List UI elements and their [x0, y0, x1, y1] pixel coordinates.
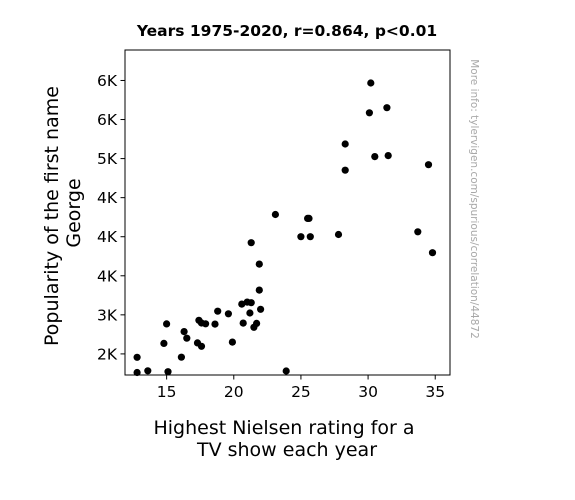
- data-points: [133, 79, 437, 377]
- data-point: [197, 342, 206, 350]
- data-point: [239, 319, 247, 327]
- y-axis-label-line-2: George: [63, 178, 85, 247]
- y-tick-label: 4K: [97, 189, 118, 207]
- data-point: [255, 260, 263, 268]
- data-point: [202, 320, 210, 328]
- data-point: [238, 300, 246, 308]
- data-point: [371, 153, 379, 161]
- y-axis-label-line-1: Popularity of the first name: [41, 86, 63, 346]
- data-point: [247, 299, 255, 307]
- data-point: [164, 368, 172, 376]
- y-tick-label: 2K: [97, 345, 118, 363]
- data-point: [160, 339, 168, 347]
- data-point: [247, 239, 255, 247]
- y-axis-label: Popularity of the first name George: [41, 80, 85, 346]
- x-tick-label: 20: [224, 383, 244, 401]
- data-point: [305, 214, 313, 222]
- plot-area: [124, 49, 451, 376]
- data-point: [180, 328, 188, 336]
- y-tick-label: 5K: [97, 150, 118, 168]
- y-tick-label: 6K: [97, 72, 118, 90]
- data-point: [383, 104, 391, 112]
- data-point: [297, 233, 305, 241]
- data-point: [282, 367, 290, 375]
- data-point: [228, 338, 236, 346]
- y-axis: 2K 3K 4K 4K 4K 5K 6K 6K: [97, 72, 125, 363]
- data-point: [255, 286, 263, 294]
- data-point: [367, 79, 375, 87]
- y-tick-label: 3K: [97, 306, 118, 324]
- data-point: [257, 305, 265, 313]
- data-point: [144, 367, 152, 375]
- data-point: [133, 368, 141, 377]
- data-point: [334, 230, 343, 239]
- data-point: [224, 310, 232, 318]
- data-point: [306, 233, 314, 241]
- data-point: [341, 166, 349, 174]
- data-point: [177, 353, 185, 361]
- y-tick-label: 6K: [97, 111, 118, 129]
- data-point: [365, 109, 373, 117]
- x-tick-label: 35: [425, 383, 445, 401]
- y-tick-label: 4K: [97, 228, 118, 246]
- data-point: [133, 353, 141, 361]
- y-tick-label: 4K: [97, 267, 118, 285]
- data-point: [384, 152, 392, 160]
- data-point: [271, 210, 279, 219]
- source-watermark: More info: tylervigen.com/spurious/corre…: [468, 59, 480, 339]
- data-point: [424, 161, 433, 169]
- x-tick-label: 30: [358, 383, 378, 401]
- data-point: [211, 320, 219, 328]
- x-axis-label: Highest Nielsen rating for a TV show eac…: [153, 417, 420, 461]
- x-axis-label-line-2: TV show each year: [196, 439, 377, 461]
- data-point: [414, 228, 422, 236]
- x-tick-label: 15: [157, 383, 177, 401]
- data-point: [214, 307, 222, 315]
- data-point: [341, 140, 349, 148]
- data-point: [183, 334, 191, 342]
- data-point: [246, 309, 254, 317]
- data-point: [163, 320, 171, 328]
- chart-title: Years 1975-2020, r=0.864, p<0.01: [136, 22, 437, 40]
- data-point: [253, 319, 261, 327]
- data-point: [428, 249, 437, 257]
- x-tick-label: 25: [291, 383, 311, 401]
- x-axis-label-line-1: Highest Nielsen rating for a: [153, 417, 414, 439]
- x-axis: 15 20 25 30 35: [157, 375, 445, 401]
